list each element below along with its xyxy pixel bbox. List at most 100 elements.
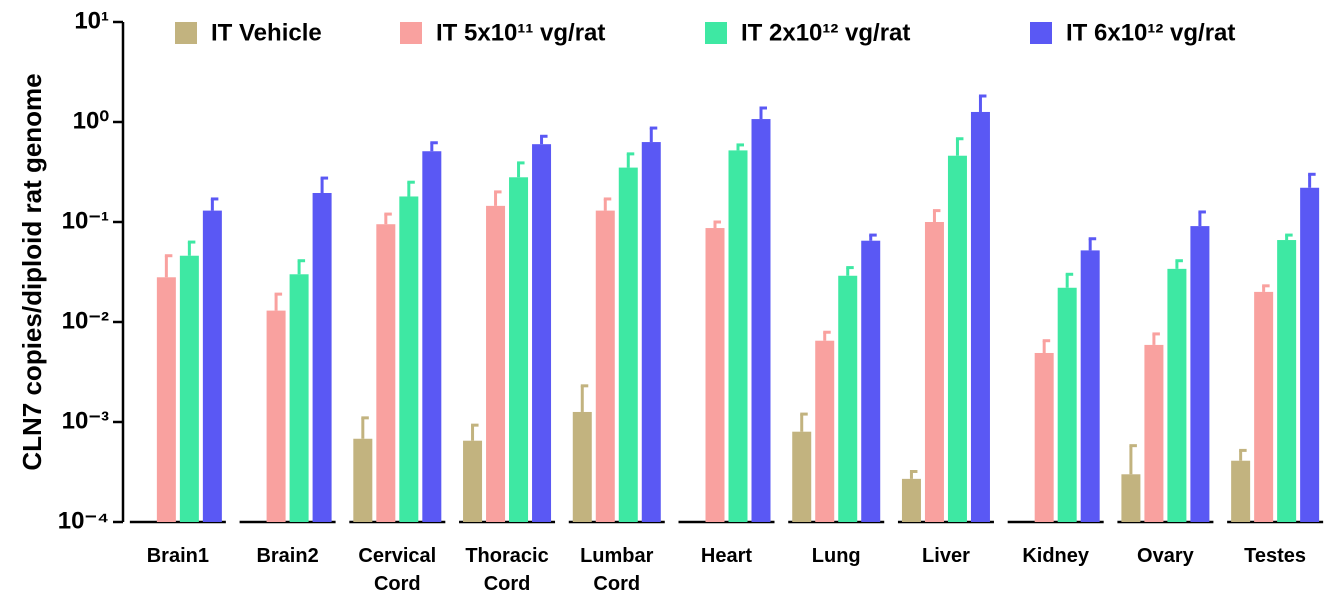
error-bar: [297, 259, 306, 275]
bar: [1190, 226, 1210, 522]
error-bar: [626, 152, 635, 168]
bar: [1080, 250, 1100, 522]
error-bar: [210, 197, 219, 211]
bar: [641, 142, 661, 522]
bar: [486, 205, 506, 522]
legend-swatch: [400, 22, 422, 44]
bar: [705, 228, 725, 522]
error-bar: [1239, 448, 1247, 461]
x-tick-label: Thoracic Cord: [465, 545, 549, 595]
error-bar: [932, 209, 941, 222]
error-bar: [580, 384, 589, 412]
bar: [947, 155, 967, 522]
x-tick-label: Ovary: [1137, 545, 1194, 567]
x-tick-label: Lung: [811, 545, 861, 567]
error-bar: [1262, 284, 1270, 292]
error-bar: [759, 106, 767, 120]
bar: [1121, 474, 1141, 522]
error-bar: [713, 220, 721, 229]
error-bar: [1308, 172, 1316, 188]
error-bar: [407, 180, 415, 197]
bar: [156, 277, 176, 522]
error-bar: [603, 197, 612, 211]
error-bar: [1175, 259, 1183, 269]
x-tick-label: Kidney: [1022, 545, 1090, 567]
y-tick-label: 10⁻³: [62, 407, 109, 434]
x-tick-label: Brain1: [146, 545, 209, 567]
bar: [1231, 460, 1251, 522]
bar: [1300, 187, 1320, 522]
y-tick-label: 10⁰: [73, 107, 110, 134]
bar: [289, 274, 309, 522]
bar: [202, 210, 222, 523]
error-bar: [649, 126, 658, 143]
bar: [1254, 291, 1274, 522]
x-tick-label: Heart: [700, 545, 753, 567]
bar: [422, 151, 442, 522]
bar: [728, 150, 748, 522]
x-tick-label: Cervical Cord: [358, 545, 437, 595]
legend-swatch: [705, 22, 727, 44]
x-tick-label: Lumbar Cord: [580, 545, 654, 595]
bar: [572, 411, 592, 522]
bar: [838, 275, 858, 522]
bar: [463, 440, 483, 522]
error-bar: [164, 254, 173, 278]
legend-swatch: [175, 22, 197, 44]
error-bar: [1042, 339, 1051, 353]
y-axis-label: CLN7 copies/diploid rat genome: [17, 73, 47, 470]
bar: [532, 144, 552, 522]
y-tick-label: 10⁻⁴: [58, 507, 109, 534]
error-bar: [540, 134, 548, 145]
bar: [179, 255, 199, 522]
error-bar: [978, 94, 987, 112]
error-bar: [1152, 332, 1160, 345]
error-bar: [187, 240, 196, 256]
bar: [595, 210, 615, 523]
legend-label: IT 6x10¹² vg/rat: [1066, 19, 1235, 46]
error-bar: [909, 469, 918, 479]
bar: [618, 167, 638, 522]
bar: [1277, 240, 1297, 523]
error-bar: [846, 266, 854, 276]
x-tick-label: Brain2: [256, 545, 319, 567]
bar: [815, 340, 835, 522]
bar: [266, 310, 286, 522]
error-bar: [471, 423, 479, 441]
bar: [312, 192, 332, 523]
bar: [1144, 344, 1164, 522]
error-bar: [800, 412, 808, 432]
error-bar: [361, 416, 369, 439]
error-bar: [430, 141, 438, 152]
error-bar: [1129, 444, 1137, 475]
y-tick-label: 10⁻²: [62, 307, 109, 334]
y-tick-label: 10¹: [74, 7, 109, 34]
x-tick-label: Liver: [922, 545, 970, 567]
error-bar: [869, 233, 877, 241]
error-bar: [955, 137, 964, 156]
bar: [751, 119, 771, 523]
error-bar: [274, 292, 283, 311]
bar: [376, 224, 396, 522]
error-bar: [320, 176, 329, 193]
bar: [924, 222, 944, 522]
bar: [399, 196, 419, 522]
error-bar: [517, 161, 525, 178]
bar: [792, 431, 812, 522]
bar: [1167, 268, 1187, 522]
error-bar: [1065, 272, 1074, 288]
bar: [353, 438, 373, 522]
bar: [509, 177, 529, 523]
legend-label: IT Vehicle: [211, 19, 322, 46]
bar: [970, 111, 990, 522]
x-tick-label: Testes: [1244, 545, 1307, 567]
error-bar: [384, 212, 392, 225]
error-bar: [494, 190, 502, 206]
error-bar: [736, 143, 744, 151]
bar: [901, 478, 921, 522]
legend-swatch: [1030, 22, 1052, 44]
error-bar: [1285, 233, 1293, 241]
error-bar: [1088, 237, 1097, 251]
